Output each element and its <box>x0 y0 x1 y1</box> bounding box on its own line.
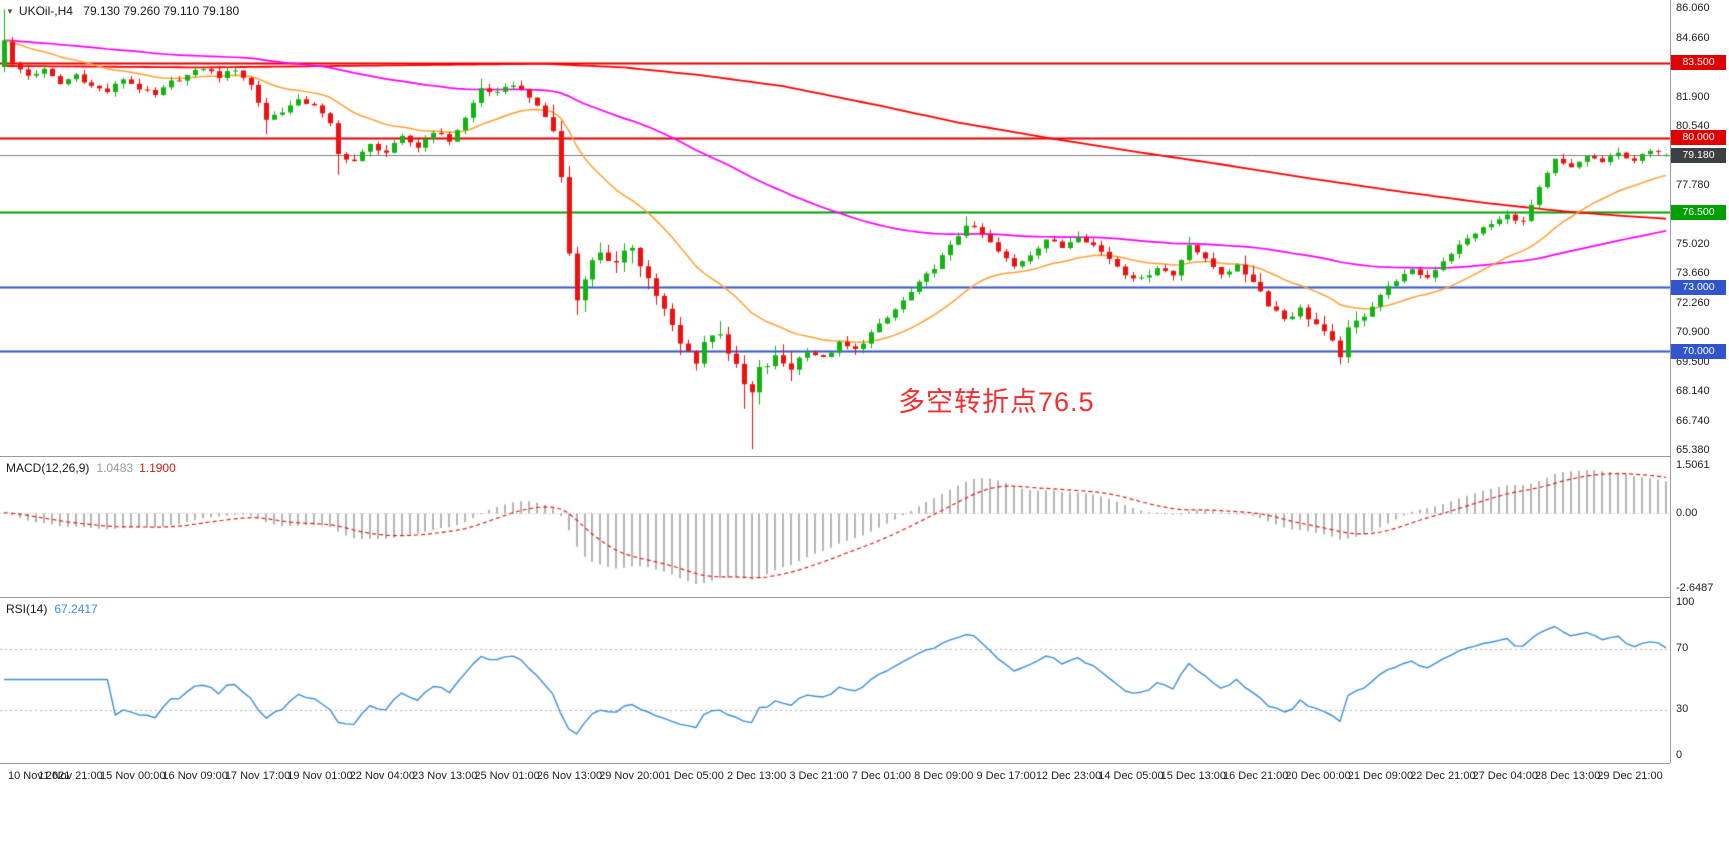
level-price-badge: 76.500 <box>1671 204 1726 220</box>
annotation-text: 多空转折点76.5 <box>898 387 1095 417</box>
time-axis-label: 16 Nov 09:00 <box>162 770 228 782</box>
time-axis-label: 3 Dec 21:00 <box>789 770 849 782</box>
time-axis-label: 22 Dec 21:00 <box>1410 770 1476 782</box>
time-axis-label: 26 Nov 13:00 <box>536 770 603 782</box>
price-tick: 86.060 <box>1676 2 1710 14</box>
price-chart-canvas[interactable] <box>0 0 1670 456</box>
ohlc-values: 79.130 79.260 79.110 79.180 <box>83 4 240 18</box>
time-axis-label: 15 Dec 13:00 <box>1160 770 1227 782</box>
time-axis-label: 27 Dec 04:00 <box>1472 770 1538 782</box>
time-axis-label: 28 Dec 13:00 <box>1534 770 1601 782</box>
time-axis-label: 7 Dec 01:00 <box>851 770 912 782</box>
rsi-axis[interactable]: 100 70 30 0 <box>1670 596 1729 763</box>
time-axis-label: 15 Nov 00:00 <box>100 770 166 782</box>
price-tick: 72.260 <box>1676 296 1710 309</box>
time-axis-label: 25 Nov 01:00 <box>474 770 540 782</box>
rsi-label: RSI(14) 67.2417 <box>6 602 98 616</box>
chevron-down-icon[interactable]: ▼ <box>6 7 14 16</box>
macd-label: MACD(12,26,9) 1.0483 1.1900 <box>6 461 176 475</box>
price-tick: 70.900 <box>1676 326 1710 339</box>
price-tick: 69.500 <box>1676 355 1710 368</box>
time-axis-label: 21 Dec 09:00 <box>1347 770 1414 782</box>
time-axis-label: 10 Nov 2021 <box>8 770 71 782</box>
time-axis-label: 14 Dec 05:00 <box>1098 770 1164 782</box>
time-axis-label: 9 Dec 17:00 <box>976 770 1036 782</box>
macd-signal-value: 1.1900 <box>139 461 176 475</box>
time-axis-label: 2 Dec 13:00 <box>726 770 787 782</box>
level-price-badge: 83.500 <box>1671 55 1726 71</box>
time-axis-label: 12 Dec 23:00 <box>1035 770 1102 782</box>
time-axis-label: 22 Nov 04:00 <box>349 770 416 782</box>
time-axis-label: 1 Dec 05:00 <box>664 770 724 782</box>
time-axis-corner <box>1670 763 1729 841</box>
time-axis-label: 17 Nov 17:00 <box>224 770 291 782</box>
macd-chart-canvas[interactable] <box>0 457 1670 597</box>
symbol-timeframe-label: UKOil-,H4 <box>18 4 73 18</box>
macd-axis[interactable]: 1.5061 0.00 -2.6487 <box>1670 456 1729 597</box>
price-tick: 68.140 <box>1676 385 1710 397</box>
macd-axis-tick: 1.5061 <box>1676 459 1710 471</box>
price-tick: 75.020 <box>1676 237 1710 250</box>
rsi-axis-tick: 100 <box>1676 596 1695 608</box>
price-axis[interactable]: 86.060 84.660 81.900 80.540 77.780 75.020 73.6… <box>1670 0 1729 456</box>
level-price-badge: 73.000 <box>1671 279 1726 295</box>
time-axis[interactable]: 10 Nov 2021 11 Nov 21:00 15 Nov 00:00 16 No… <box>0 763 1729 841</box>
price-tick: 66.740 <box>1676 414 1710 427</box>
price-tick: 73.660 <box>1676 267 1710 280</box>
price-tick: 84.660 <box>1676 31 1710 44</box>
rsi-axis-tick: 70 <box>1676 641 1689 654</box>
rsi-indicator-name: RSI(14) <box>6 602 48 616</box>
price-tick: 81.900 <box>1676 90 1710 103</box>
price-tick: 80.540 <box>1676 119 1710 132</box>
level-price-badge: 70.000 <box>1671 343 1726 359</box>
macd-axis-tick: -2.6487 <box>1676 582 1714 594</box>
time-axis-label: 16 Dec 21:00 <box>1222 770 1289 782</box>
macd-indicator-name: MACD(12,26,9) <box>6 461 90 475</box>
time-axis-label: 19 Nov 01:00 <box>287 770 353 782</box>
price-tick: 65.380 <box>1676 444 1710 456</box>
level-price-badge: 80.000 <box>1671 130 1726 146</box>
time-axis-label: 23 Nov 13:00 <box>411 770 478 782</box>
rsi-panel: RSI(14) 67.2417 <box>0 597 1729 763</box>
time-axis-label: 20 Dec 00:00 <box>1285 770 1351 782</box>
chart-title: ▼ UKOil-,H4 79.130 79.260 79.110 79.180 <box>6 4 239 18</box>
bid-price-badge: 79.180 <box>1671 147 1726 163</box>
time-axis-label: 29 Nov 20:00 <box>599 770 665 782</box>
rsi-axis-tick: 30 <box>1676 703 1689 716</box>
macd-axis-tick: 0.00 <box>1676 506 1698 519</box>
macd-main-value: 1.0483 <box>96 461 134 475</box>
price-tick: 77.780 <box>1676 178 1710 191</box>
rsi-axis-tick: 0 <box>1676 749 1683 761</box>
time-axis-label: 11 Nov 21:00 <box>38 770 103 782</box>
time-axis-label: 29 Dec 21:00 <box>1597 770 1663 782</box>
macd-panel: MACD(12,26,9) 1.0483 1.1900 <box>0 456 1729 597</box>
rsi-chart-canvas[interactable] <box>0 598 1670 763</box>
main-chart-panel: ▼ UKOil-,H4 79.130 79.260 79.110 79.180 多… <box>0 0 1670 456</box>
time-axis-label: 8 Dec 09:00 <box>914 770 974 782</box>
rsi-value: 67.2417 <box>54 602 98 616</box>
